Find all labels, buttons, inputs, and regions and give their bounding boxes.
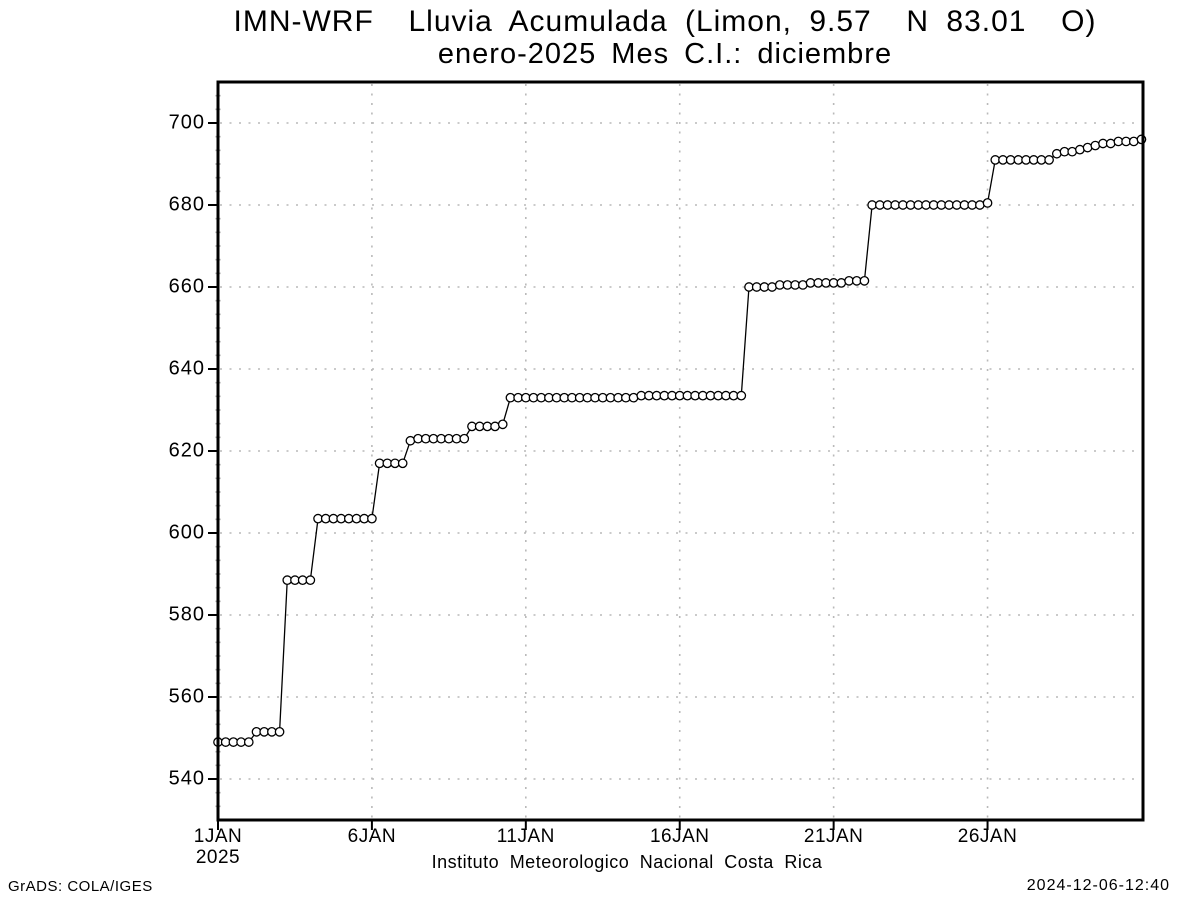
data-point-marker bbox=[859, 275, 870, 286]
y-tick-label: 640 bbox=[168, 357, 205, 380]
chart-subtitle: enero-2025 Mes C.I.: diciembre bbox=[437, 38, 893, 70]
x-tick-sublabel: 2025 bbox=[195, 847, 241, 868]
data-line bbox=[218, 138, 1142, 743]
y-tick-label: 580 bbox=[168, 603, 205, 626]
x-axis-caption: Instituto Meteorologico Nacional Costa R… bbox=[431, 852, 823, 872]
chart-title: IMN-WRF Lluvia Acumulada (Limon, 9.57 N … bbox=[233, 5, 1097, 38]
x-tick-label: 21JAN bbox=[803, 826, 864, 847]
data-point-marker bbox=[397, 458, 408, 469]
data-point-marker bbox=[736, 390, 747, 401]
data-point-marker bbox=[497, 419, 508, 430]
x-tick-label: 16JAN bbox=[649, 826, 710, 847]
axis-frame bbox=[216, 80, 1145, 822]
data-point-marker bbox=[459, 433, 470, 444]
x-tick-label: 6JAN bbox=[347, 826, 397, 847]
y-tick-label: 660 bbox=[168, 275, 205, 298]
y-tick-label: 620 bbox=[168, 439, 205, 462]
x-tick-label: 26JAN bbox=[957, 826, 1018, 847]
y-tick-label: 600 bbox=[168, 521, 205, 544]
y-tick-label: 700 bbox=[168, 111, 205, 134]
y-tick-label: 540 bbox=[168, 767, 205, 790]
data-point-marker bbox=[243, 737, 254, 747]
x-tick-label: 1JAN bbox=[193, 826, 243, 847]
data-point-marker bbox=[274, 726, 285, 737]
data-point-marker bbox=[982, 198, 993, 208]
grads-credit-text: GrADS: COLA/IGES bbox=[8, 878, 153, 895]
data-point-marker bbox=[1044, 155, 1054, 165]
y-tick-label: 680 bbox=[168, 193, 205, 216]
timestamp-text: 2024-12-06-12:40 bbox=[1026, 877, 1170, 894]
x-tick-label: 11JAN bbox=[496, 826, 555, 847]
y-tick-label: 560 bbox=[168, 685, 205, 708]
data-point-marker bbox=[305, 575, 316, 586]
data-point-marker bbox=[367, 513, 377, 524]
